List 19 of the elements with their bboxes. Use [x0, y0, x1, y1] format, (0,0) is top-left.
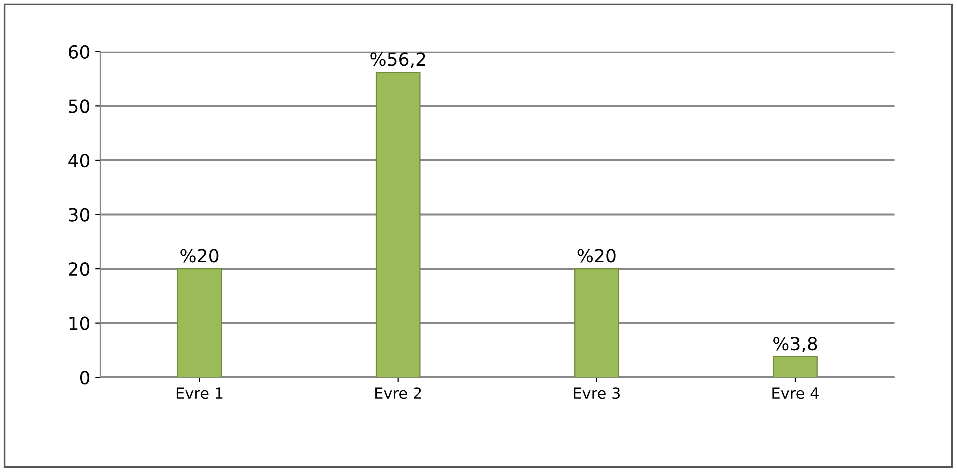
- y-tick-label: 40: [68, 154, 90, 168]
- x-tick-label: Evre 4: [772, 388, 819, 400]
- data-label: %20: [180, 249, 219, 263]
- bar: [177, 268, 222, 378]
- x-tick-label: Evre 2: [376, 388, 422, 400]
- x-tick-label: Evre 3: [574, 388, 620, 400]
- data-label: %3,8: [774, 337, 818, 353]
- bar: [574, 268, 620, 378]
- x-tick-label: Evre 1: [176, 388, 223, 400]
- data-label: %56,2: [370, 52, 426, 68]
- y-tick-label: 60: [69, 45, 90, 60]
- y-tick-label: 50: [69, 100, 90, 114]
- y-tick-label: 10: [70, 316, 90, 330]
- bar: [773, 356, 818, 378]
- data-label: %20: [578, 249, 616, 263]
- y-tick-label: 20: [69, 262, 90, 276]
- y-tick-label: 0: [80, 371, 90, 385]
- y-tick-label: 30: [69, 208, 90, 222]
- bar: [376, 72, 421, 378]
